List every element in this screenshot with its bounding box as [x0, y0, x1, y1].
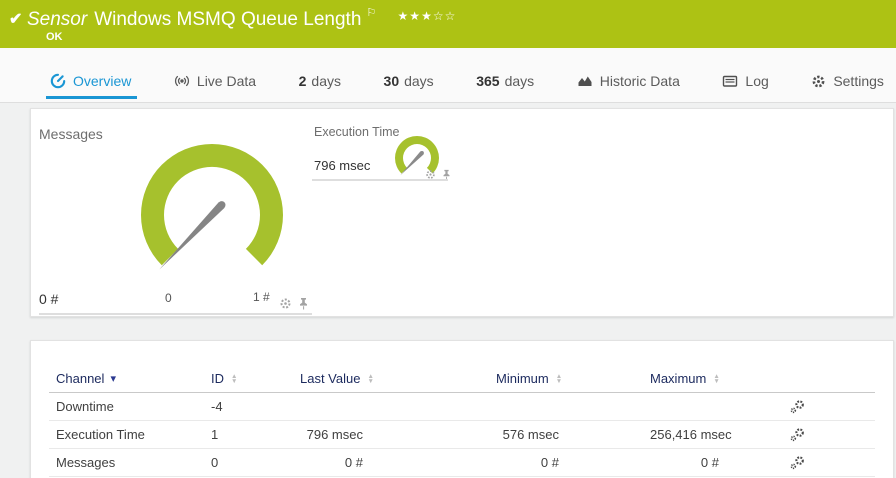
sensor-kind-label: Sensor: [27, 9, 88, 30]
tab-2-days-number: 2: [298, 73, 307, 89]
channel-name: Messages: [56, 455, 116, 470]
channel-last-value: 796 msec: [306, 427, 363, 442]
column-header-channel-label: Channel: [56, 371, 105, 386]
column-header-last-value[interactable]: Last Value ▲ ▼: [300, 371, 496, 386]
sensor-name: Windows MSMQ Queue Length: [94, 9, 362, 30]
table-row-messages[interactable]: Messages 0 0 # 0 # 0 #: [49, 449, 875, 477]
execution-time-gauge-value: 796 msec: [314, 158, 371, 173]
execution-time-gauge-underline: [312, 179, 448, 181]
tab-settings-label: Settings: [833, 73, 884, 89]
tab-log-label: Log: [745, 73, 769, 89]
flag-icon[interactable]: ⚐: [366, 7, 377, 19]
gear-icon: [811, 74, 826, 89]
channel-name: Downtime: [56, 399, 114, 414]
channel-id: 0: [211, 455, 219, 470]
tab-historic-data[interactable]: Historic Data: [575, 60, 682, 102]
ok-check-icon: ✔: [9, 11, 23, 28]
stars-empty: ☆☆: [432, 9, 457, 23]
channel-settings-icon[interactable]: [719, 427, 875, 443]
tab-30-days[interactable]: 30 days: [382, 60, 436, 102]
tab-365-days[interactable]: 365 days: [474, 60, 536, 102]
channels-panel: Channel ▾ ID ▲ ▼ Last Value ▲ ▼ Minimum ▲ ▼…: [30, 340, 894, 478]
channel-settings-icon[interactable]: [719, 455, 875, 471]
channel-name: Execution Time: [56, 427, 145, 442]
table-header-row: Channel ▾ ID ▲ ▼ Last Value ▲ ▼ Minimum ▲ ▼…: [49, 365, 875, 393]
priority-stars[interactable]: ★★★☆☆: [398, 9, 457, 23]
tab-settings[interactable]: Settings: [809, 60, 886, 102]
sort-icon: ▲ ▼: [231, 372, 238, 385]
pin-icon[interactable]: [297, 297, 310, 315]
stars-filled: ★★★: [397, 9, 433, 23]
messages-gauge-value: 0 #: [39, 291, 59, 307]
tab-live-data-label: Live Data: [196, 73, 257, 89]
channel-id: 1: [211, 427, 219, 442]
channel-settings-icon[interactable]: [719, 399, 875, 415]
messages-gauge-min: 0: [165, 291, 172, 305]
column-header-id-label: ID: [211, 371, 224, 386]
column-header-minimum-label: Minimum: [496, 371, 549, 386]
sort-icon: ▲ ▼: [555, 372, 563, 385]
channel-last-value: 0 #: [344, 455, 363, 470]
column-header-maximum[interactable]: Maximum ▲ ▼: [650, 371, 720, 386]
tab-2-days[interactable]: 2 days: [297, 60, 343, 102]
channel-minimum: 0 #: [540, 455, 559, 470]
tab-live-data[interactable]: Live Data: [172, 60, 258, 102]
sort-icon: ▲ ▼: [713, 372, 720, 385]
channel-maximum: 256,416 msec: [650, 427, 732, 442]
column-header-channel[interactable]: Channel ▾: [49, 371, 211, 386]
channel-minimum: 576 msec: [502, 427, 559, 442]
gauge-icon: [50, 73, 66, 89]
gear-icon[interactable]: [425, 167, 436, 185]
messages-gauge-max: 1 #: [253, 290, 270, 304]
table-row-execution-time[interactable]: Execution Time 1 796 msec 576 msec 256,4…: [49, 421, 875, 449]
tab-overview-label: Overview: [73, 73, 132, 89]
gear-icon[interactable]: [279, 297, 292, 315]
sort-icon: ▲ ▼: [367, 372, 374, 385]
pin-icon[interactable]: [441, 167, 452, 185]
channel-maximum: 0 #: [700, 455, 719, 470]
sensor-status-bar: ✔ Sensor Windows MSMQ Queue Length ⚐ ★★★☆☆…: [0, 0, 896, 48]
table-row-downtime[interactable]: Downtime -4: [49, 393, 875, 421]
tab-log[interactable]: Log: [720, 60, 770, 102]
gauges-panel: Messages 0 1 # 0 # Execution Time 796 ms…: [30, 108, 894, 317]
execution-time-gauge: [395, 136, 439, 176]
live-signal-icon: [174, 73, 190, 89]
messages-gauge-underline: [39, 313, 312, 315]
channel-id: -4: [211, 399, 223, 414]
tab-365-days-number: 365: [476, 73, 500, 89]
messages-gauge: [141, 143, 283, 270]
execution-time-gauge-title: Execution Time: [314, 125, 400, 139]
sort-desc-icon: ▾: [110, 373, 116, 385]
tab-30-days-number: 30: [383, 73, 400, 89]
tab-bar: Overview Live Data 2 days 30 days 365 da…: [0, 48, 896, 103]
area-chart-icon: [577, 73, 593, 89]
column-header-last-value-label: Last Value: [300, 371, 361, 386]
messages-gauge-actions: [279, 297, 310, 315]
tab-overview[interactable]: Overview: [45, 60, 138, 102]
column-header-id[interactable]: ID ▲ ▼: [211, 371, 300, 386]
messages-gauge-title: Messages: [39, 126, 103, 142]
channels-table: Channel ▾ ID ▲ ▼ Last Value ▲ ▼ Minimum ▲ ▼…: [49, 365, 875, 477]
tab-365-days-label: days: [504, 73, 535, 89]
column-header-maximum-label: Maximum: [650, 371, 707, 386]
tab-historic-data-label: Historic Data: [599, 73, 680, 89]
execution-time-gauge-actions: [425, 167, 452, 185]
tab-2-days-label: days: [311, 73, 341, 89]
tab-30-days-label: days: [404, 73, 434, 89]
column-header-minimum[interactable]: Minimum ▲ ▼: [496, 371, 650, 386]
status-badge: OK: [46, 31, 63, 43]
log-list-icon: [722, 73, 738, 89]
sensor-title: Sensor Windows MSMQ Queue Length ⚐ ★★★☆☆: [27, 6, 456, 31]
